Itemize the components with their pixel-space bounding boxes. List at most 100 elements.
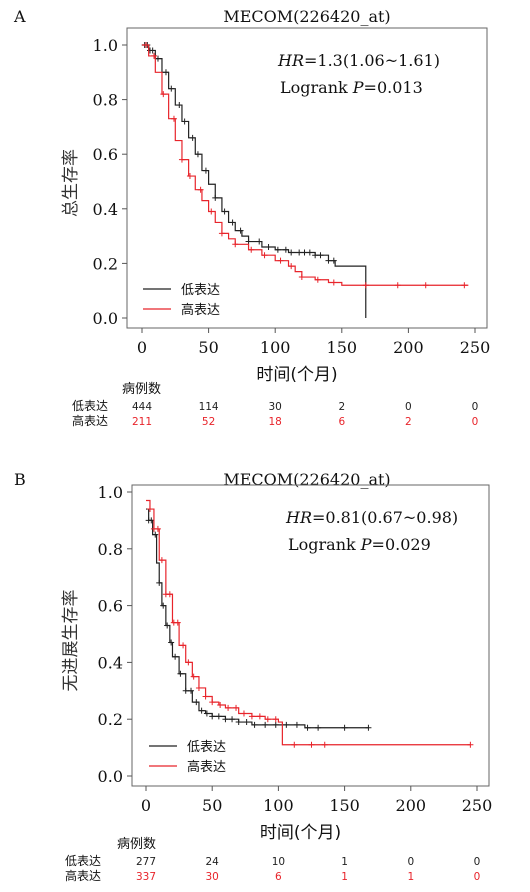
- logrank-prefix: Logrank: [288, 535, 361, 554]
- censor-mark-high: [264, 716, 271, 723]
- censor-mark-low: [296, 249, 303, 256]
- censor-mark-high: [308, 741, 315, 748]
- risk-row-label-low: 低表达: [72, 399, 108, 413]
- censor-mark-low: [243, 719, 250, 726]
- logrank-prefix: Logrank: [280, 78, 353, 97]
- x-axis-label: 时间(个月): [260, 823, 341, 843]
- risk-count-low: 2: [338, 401, 345, 413]
- censor-mark-low: [177, 670, 184, 677]
- km-panel-b: B MECOM(226420_at)0.00.20.40.60.81.00 50 10…: [14, 470, 492, 883]
- risk-count-low: 30: [269, 401, 282, 413]
- censor-mark-high: [186, 173, 193, 180]
- censor-mark-high: [217, 702, 224, 708]
- censor-mark-high: [190, 673, 197, 680]
- censor-mark-high: [180, 642, 187, 649]
- censor-mark-high: [142, 42, 149, 48]
- censor-mark-high: [240, 710, 247, 717]
- hr-value: =0.81(0.67~0.98): [312, 508, 458, 527]
- censor-mark-high: [298, 274, 305, 281]
- censor-mark-high: [291, 741, 298, 748]
- risk-count-low: 277: [136, 856, 156, 868]
- chart-title: MECOM(226420_at): [223, 470, 390, 489]
- censor-mark-low: [301, 249, 308, 256]
- x-tick-label: 50: [198, 338, 218, 357]
- risk-count-low: 114: [199, 401, 219, 413]
- censor-mark-low: [312, 252, 319, 259]
- risk-row-label-low: 低表达: [65, 854, 101, 868]
- censor-mark-high: [256, 713, 263, 720]
- censor-mark-high: [467, 741, 474, 748]
- censor-mark-low: [304, 724, 311, 731]
- risk-count-high: 2: [405, 416, 412, 428]
- censor-mark-low: [317, 252, 324, 259]
- risk-count-high: 6: [338, 416, 345, 428]
- panel-label: B: [14, 470, 26, 489]
- p-label: P: [352, 78, 364, 97]
- risk-count-low: 10: [272, 856, 285, 868]
- censor-mark-low: [181, 118, 188, 125]
- censor-mark-low: [229, 219, 236, 226]
- censor-mark-low: [293, 721, 300, 728]
- y-tick-label: 0.6: [93, 145, 118, 164]
- panel-label: A: [13, 7, 26, 26]
- censor-mark-low: [189, 134, 196, 141]
- censor-mark-high: [232, 241, 239, 248]
- censor-mark-low: [315, 724, 322, 731]
- legend-label-high: 高表达: [181, 302, 220, 318]
- censor-mark-high: [394, 282, 401, 289]
- censor-mark-low: [365, 724, 372, 731]
- censor-mark-high: [272, 716, 279, 723]
- x-tick-label: 0: [137, 338, 147, 357]
- censor-mark-low: [164, 622, 171, 629]
- curve-high: [146, 499, 471, 746]
- censor-mark-low: [168, 85, 175, 92]
- risk-table-header: 病例数: [122, 382, 161, 397]
- censor-mark-high: [208, 208, 215, 215]
- hr-annotation: HR=0.81(0.67~0.98): [285, 508, 458, 527]
- x-tick-label: 100: [263, 796, 294, 815]
- risk-count-high: 1: [407, 871, 414, 883]
- censor-mark-high: [321, 741, 328, 748]
- censor-mark-low: [193, 699, 200, 706]
- censor-mark-high: [225, 704, 232, 711]
- censor-mark-low: [198, 707, 205, 714]
- risk-count-low: 1: [341, 856, 348, 868]
- y-tick-label: 0.8: [93, 91, 118, 110]
- censor-mark-high: [146, 506, 153, 513]
- censor-mark-low: [325, 257, 332, 264]
- censor-mark-low: [282, 246, 289, 253]
- censor-mark-low: [202, 167, 209, 174]
- y-tick-label: 0.0: [93, 309, 118, 328]
- censor-mark-low: [212, 194, 219, 201]
- risk-count-low: 444: [132, 401, 152, 413]
- y-tick-label: 0.4: [98, 653, 123, 672]
- plot-frame: [131, 484, 490, 787]
- risk-count-low: 0: [407, 856, 414, 868]
- y-tick-label: 0.8: [98, 540, 123, 559]
- censor-mark-high: [248, 713, 255, 720]
- risk-count-high: 337: [136, 871, 156, 883]
- censor-mark-low: [221, 208, 228, 215]
- legend-label-low: 低表达: [181, 283, 220, 298]
- logrank-annotation: Logrank P=0.013: [280, 78, 423, 97]
- censor-mark-low: [215, 713, 222, 720]
- censor-mark-high: [170, 115, 177, 122]
- censor-mark-low: [182, 687, 189, 694]
- censor-mark-low: [148, 517, 155, 524]
- risk-count-high: 18: [269, 416, 282, 428]
- censor-mark-high: [422, 282, 429, 289]
- censor-mark-low: [283, 721, 290, 728]
- censor-mark-low: [272, 721, 279, 728]
- hr-label: HR: [285, 508, 312, 527]
- censor-mark-high: [288, 263, 295, 270]
- y-tick-label: 0.2: [98, 710, 123, 729]
- censor-mark-high: [209, 699, 216, 706]
- y-tick-label: 1.0: [93, 36, 118, 55]
- hr-label: HR: [277, 51, 304, 70]
- censor-mark-high: [197, 186, 204, 193]
- x-tick-label: 200: [396, 796, 427, 815]
- p-value: =0.013: [364, 78, 423, 97]
- censor-mark-low: [235, 719, 242, 726]
- plot-frame: [126, 27, 488, 329]
- risk-count-high: 6: [275, 871, 282, 883]
